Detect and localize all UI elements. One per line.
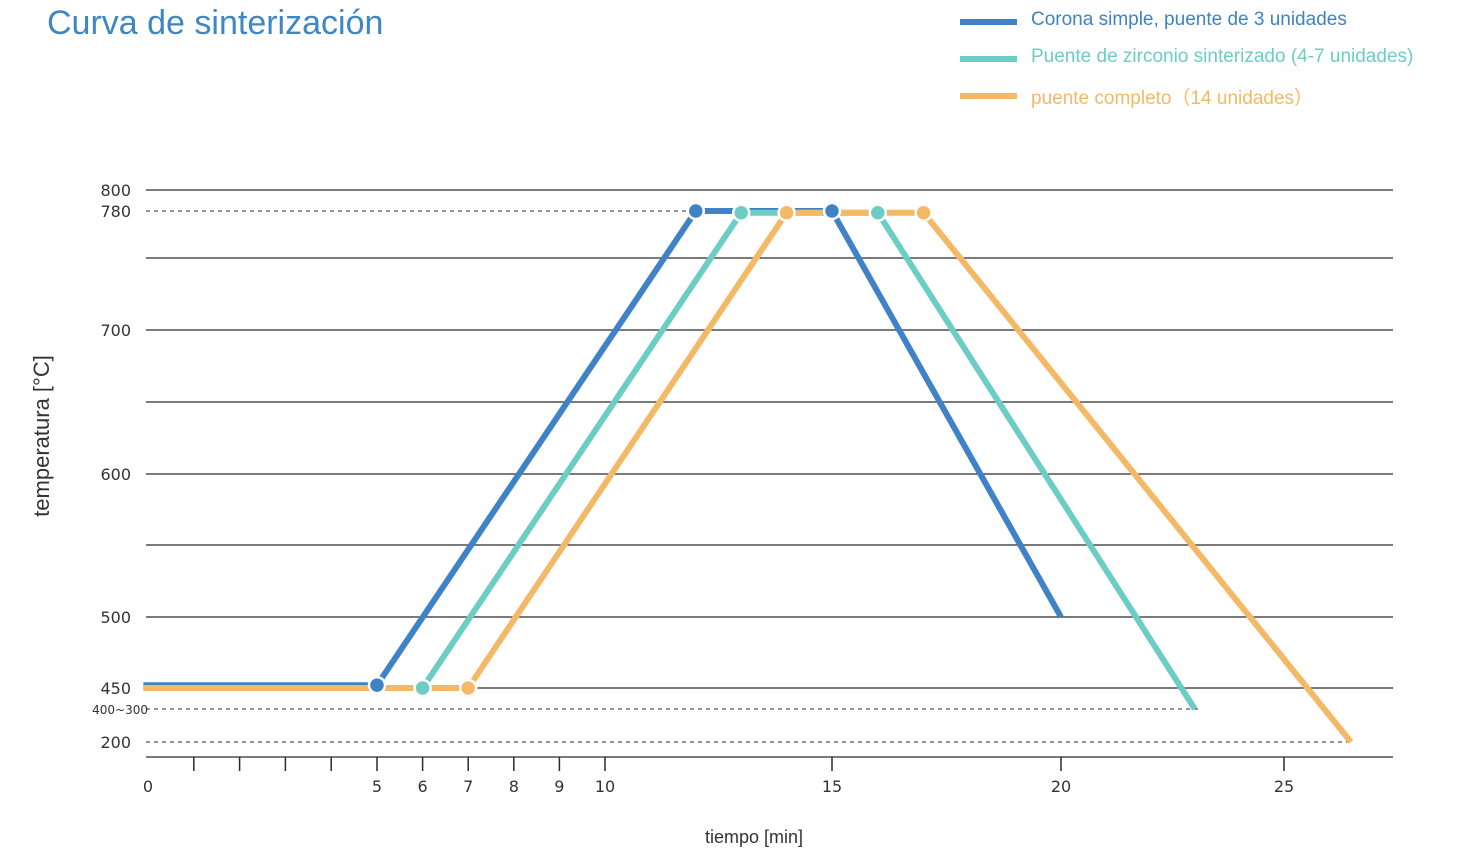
chart-title: Curva de sinterización	[47, 4, 384, 42]
x-axis-title: tiempo [min]	[705, 827, 803, 847]
x-tick-label: 7	[463, 777, 473, 796]
y-tick-label: 400~300	[92, 703, 148, 717]
y-tick-label: 500	[100, 608, 131, 627]
data-point	[458, 678, 478, 698]
x-tick-label: 8	[509, 777, 519, 796]
data-point	[367, 675, 387, 695]
data-point	[777, 203, 796, 222]
tick-labels: 0 5 6 7 8 9 10 15 20 25 800 780 700 600 500 450 400~300 2…	[92, 181, 1294, 796]
y-tick-label: 800	[100, 181, 131, 200]
y-axis-title: temperatura [°C]	[29, 355, 54, 517]
x-axis	[146, 756, 1393, 771]
x-tick-label: 9	[554, 777, 564, 796]
data-point	[822, 201, 842, 221]
x-tick-label: 6	[418, 777, 428, 796]
x-tick-label: 20	[1051, 777, 1071, 796]
legend-swatch	[960, 19, 1017, 25]
legend-label: puente completo（14 unidades）	[1031, 88, 1314, 109]
data-point	[413, 678, 432, 698]
data-point	[868, 203, 888, 222]
y-tick-label: 200	[100, 733, 131, 752]
marker-layer	[367, 201, 933, 698]
data-point	[914, 203, 933, 222]
x-tick-label: 15	[822, 777, 842, 796]
legend-label: Corona simple, puente de 3 unidades	[1031, 9, 1347, 30]
y-tick-label: 600	[100, 465, 131, 484]
y-tick-label: 450	[100, 679, 131, 698]
x-tick-label: 0	[143, 777, 153, 796]
x-tick-label: 25	[1274, 777, 1294, 796]
legend-swatch	[960, 93, 1017, 99]
series-line	[143, 209, 1354, 744]
data-point	[731, 203, 751, 222]
y-tick-label: 780	[100, 202, 131, 221]
series-layer	[143, 208, 1354, 744]
x-tick-label: 5	[372, 777, 382, 796]
grid	[146, 189, 1393, 743]
data-point	[686, 201, 706, 221]
x-tick-label: 10	[595, 777, 615, 796]
legend-label: Puente de zirconio sinterizado (4-7 unid…	[1031, 46, 1414, 67]
y-tick-label: 700	[100, 321, 131, 340]
legend-swatch	[960, 56, 1017, 62]
series-line	[143, 209, 1198, 711]
